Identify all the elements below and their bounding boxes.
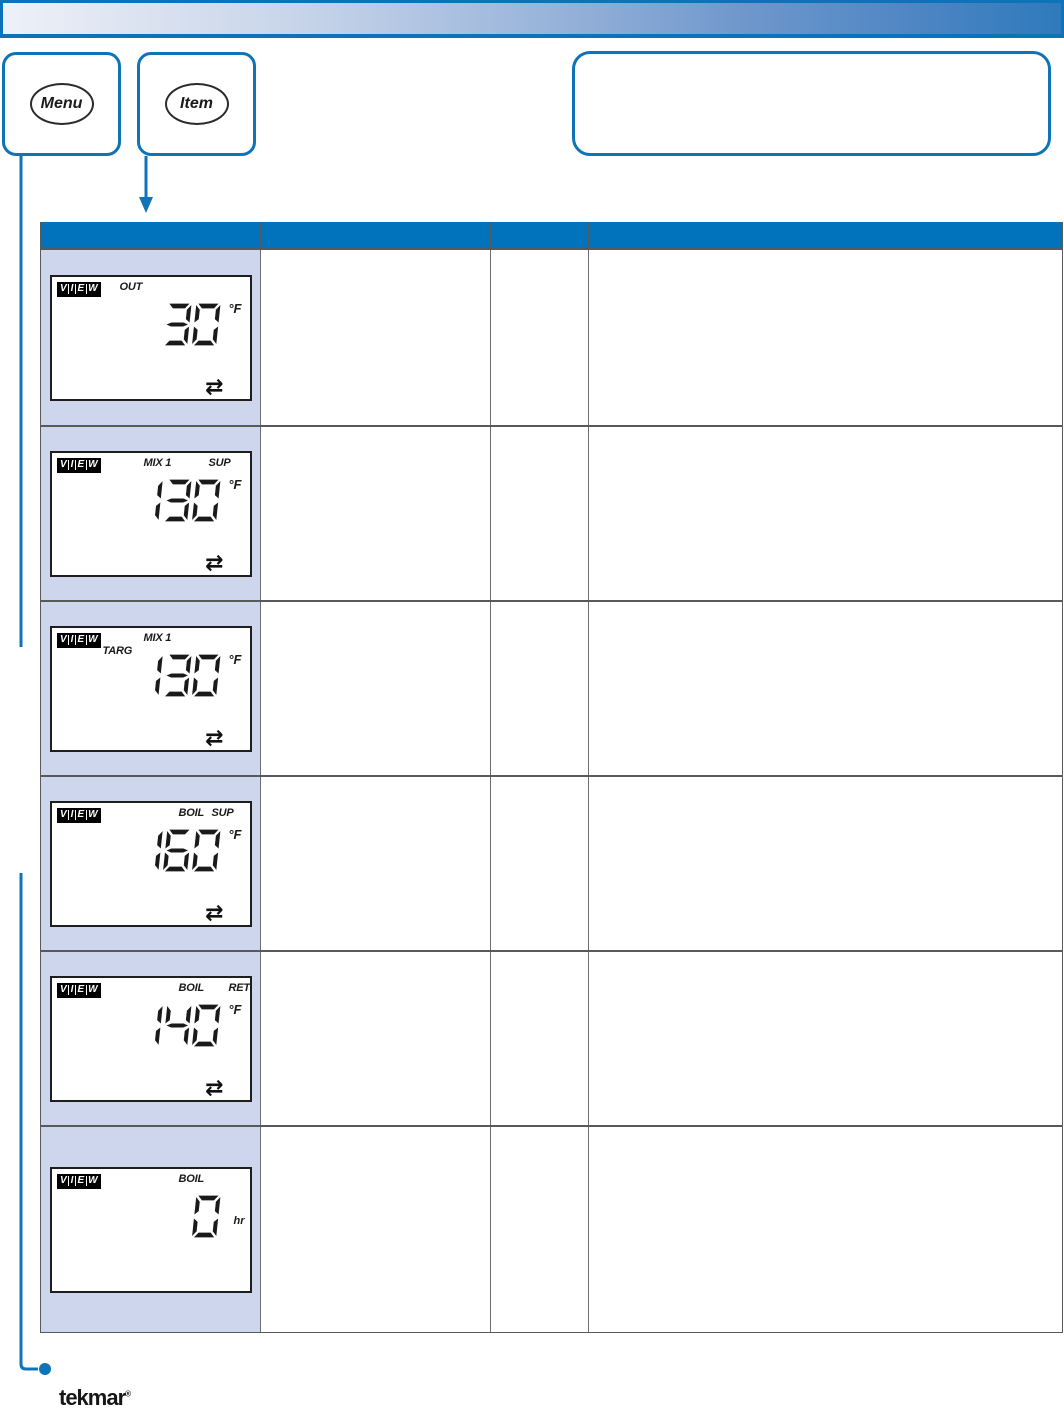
lcd-unit: °F	[228, 826, 242, 842]
lcd-unit: °F	[228, 300, 242, 316]
lcd-value	[151, 479, 222, 522]
seven-segment-digit	[191, 654, 220, 696]
table-row: V I E W BOIL SUP °F ⇄	[41, 777, 1062, 952]
table-cell-empty	[491, 602, 589, 775]
table-cell-empty	[261, 777, 491, 950]
item-button-label: Item	[180, 95, 213, 112]
item-button[interactable]: Item	[164, 83, 229, 125]
lcd-value	[151, 654, 222, 697]
table-row: V I E W MIX 1 SUP °F ⇄	[41, 427, 1062, 602]
seven-segment-digit	[164, 654, 191, 696]
lcd-segment-label: OUT	[119, 280, 143, 293]
table-cell-empty	[261, 427, 491, 600]
lcd-value	[162, 303, 222, 346]
exchange-arrows-icon: ⇄	[205, 550, 224, 576]
table-cell-empty	[261, 952, 491, 1125]
table-cell-empty	[261, 250, 491, 425]
exchange-arrows-icon: ⇄	[205, 725, 224, 751]
exchange-arrows-icon: ⇄	[205, 1075, 224, 1101]
table-row: V I E W BOIL RET °F ⇄	[41, 952, 1062, 1127]
table-cell-empty	[491, 1127, 589, 1332]
seven-segment-digit	[191, 829, 220, 871]
seven-segment-digit	[191, 479, 220, 521]
seven-segment-digit	[164, 303, 191, 345]
lcd-segment-label: MIX 1	[143, 456, 172, 469]
seven-segment-digit	[191, 1195, 220, 1237]
table-cell-empty	[491, 952, 589, 1125]
lcd-display-boil-hours: V I E W BOIL hr	[49, 1166, 252, 1293]
lcd-value	[151, 1004, 222, 1047]
table-cell-empty	[261, 602, 491, 775]
table-cell-empty	[589, 1127, 1062, 1332]
lcd-unit: °F	[228, 476, 242, 492]
lcd-unit: hr	[233, 1214, 245, 1227]
exchange-arrows-icon: ⇄	[205, 374, 224, 400]
seven-segment-digit	[154, 655, 163, 695]
lcd-segment-label: SUP	[208, 456, 231, 469]
lcd-segment-label: RET	[228, 981, 251, 994]
seven-segment-digit	[164, 479, 191, 521]
lcd-unit: °F	[228, 651, 242, 667]
table-cell-empty	[589, 777, 1062, 950]
menu-button-label: Menu	[40, 95, 83, 112]
tekmar-logo-text: tekmar	[59, 1385, 126, 1410]
seven-segment-digit	[162, 829, 190, 871]
registered-mark: ®	[125, 1389, 132, 1399]
item-arrow-head-icon	[139, 197, 153, 213]
lcd-display-out: V I E W OUT °F ⇄	[49, 274, 252, 401]
exchange-arrows-icon: ⇄	[205, 900, 224, 926]
connector-endpoint-dot	[39, 1363, 51, 1375]
tekmar-logo: tekmar®	[59, 1385, 131, 1411]
view-menu-table: V I E W OUT °F ⇄ V I E W MIX 1 SUP °F ⇄ V I E W MIX 1 TARG…	[40, 222, 1063, 1333]
header-cell-display	[41, 222, 261, 248]
menu-connector-line-lower	[19, 873, 38, 1371]
seven-segment-digit	[154, 1005, 163, 1045]
header-cell-range	[491, 222, 589, 248]
seven-segment-digit	[154, 830, 163, 870]
table-cell-empty	[261, 1127, 491, 1332]
item-button-callout: Item	[137, 52, 256, 156]
annotation-box	[572, 51, 1051, 156]
table-cell-empty	[589, 602, 1062, 775]
table-cell-empty	[491, 427, 589, 600]
lcd-display-mix1-targ: V I E W MIX 1 TARG °F ⇄	[49, 625, 252, 752]
lcd-segment-label: BOIL	[178, 981, 205, 994]
table-cell-empty	[589, 250, 1062, 425]
lcd-display-boil-ret: V I E W BOIL RET °F ⇄	[49, 975, 252, 1102]
table-row: V I E W MIX 1 TARG °F ⇄	[41, 602, 1062, 777]
table-cell-empty	[491, 250, 589, 425]
table-cell-empty	[589, 952, 1062, 1125]
lcd-segment-label: BOIL	[178, 1172, 205, 1185]
lcd-value	[191, 1195, 222, 1238]
table-row: V I E W BOIL hr	[41, 1127, 1062, 1332]
menu-button-callout: Menu	[2, 52, 121, 156]
table-header-row	[41, 222, 1062, 250]
seven-segment-digit	[191, 303, 220, 345]
header-cell-notes	[589, 222, 1062, 248]
page-header-bar	[0, 0, 1064, 38]
lcd-segment-label: SUP	[211, 806, 234, 819]
lcd-segment-label: BOIL	[178, 806, 205, 819]
seven-segment-digit	[164, 1005, 191, 1045]
lcd-unit: °F	[228, 1001, 242, 1017]
menu-button[interactable]: Menu	[29, 83, 94, 125]
table-row: V I E W OUT °F ⇄	[41, 250, 1062, 427]
lcd-value	[151, 829, 222, 872]
seven-segment-digit	[191, 1004, 220, 1046]
lcd-segment-label: MIX 1	[143, 631, 172, 644]
header-cell-description	[261, 222, 491, 248]
lcd-display-boil-sup: V I E W BOIL SUP °F ⇄	[49, 800, 252, 927]
lcd-segment-label: TARG	[102, 644, 133, 657]
seven-segment-digit	[154, 480, 163, 520]
table-cell-empty	[491, 777, 589, 950]
lcd-display-mix1-sup: V I E W MIX 1 SUP °F ⇄	[49, 450, 252, 577]
table-cell-empty	[589, 427, 1062, 600]
